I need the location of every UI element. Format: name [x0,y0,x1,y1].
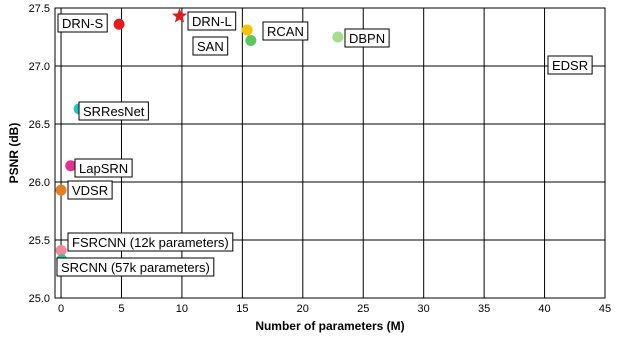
grid-lines [55,7,606,299]
plot-frame [54,7,606,299]
y-tick-label: 26.5 [29,119,50,131]
point-label-box [74,158,133,178]
data-point-star [171,8,188,23]
data-point [241,24,253,36]
point-label-box [78,101,149,121]
point-label-box [67,232,234,252]
point-label-text: DRN-S [62,16,103,31]
point-label-box [547,55,593,75]
x-tick-label: 15 [236,303,248,315]
data-point [65,160,77,172]
x-tick-label: 0 [58,303,64,315]
y-tick-label: 25.0 [29,293,50,305]
x-tick-label: 45 [599,303,611,315]
point-label-box [57,13,108,33]
data-point [332,31,344,43]
x-tick-label: 30 [418,303,430,315]
y-tick-label: 27.0 [29,61,50,73]
data-point [55,244,67,256]
point-label-box [67,180,113,200]
y-tick-label: 25.5 [29,235,50,247]
data-points [55,8,587,266]
point-label-box [56,257,215,277]
point-label-text: EDSR [552,58,588,73]
point-label-text: FSRCNN (12k parameters) [72,235,229,250]
x-tick-label: 40 [538,303,550,315]
data-point [245,34,257,46]
point-label-box [262,21,309,41]
point-labels: DRN-S DRN-L RCAN SAN DBPN EDSR SRResNet LapSRN V… [56,11,593,277]
point-label-box [187,11,237,31]
x-tick-label: 25 [357,303,369,315]
x-tick-label: 35 [478,303,490,315]
y-tick-label: 27.5 [29,3,50,15]
point-label-text: SRCNN (57k parameters) [61,260,210,275]
point-label-text: LapSRN [79,161,128,176]
point-label-text: SRResNet [83,104,145,119]
point-label-text: SAN [197,39,224,54]
point-label-text: DBPN [349,31,385,46]
point-label-box [344,28,390,48]
data-point [55,184,67,196]
point-label-text: RCAN [267,24,304,39]
x-axis-title: Number of parameters (M) [255,319,404,333]
point-label-text: VDSR [72,183,108,198]
x-tick-label: 10 [176,303,188,315]
x-tick-label: 5 [118,303,124,315]
y-axis-title: PSNR (dB) [7,123,21,184]
y-tick-label: 26.0 [29,177,50,189]
point-label-box [192,36,229,56]
data-point [113,18,125,30]
point-label-text: DRN-L [192,14,232,29]
axis-ticks: 0 5 10 15 20 25 30 35 40 45 25.0 25.5 26.0 26.5 27.0 27… [29,3,612,315]
x-tick-label: 20 [297,303,309,315]
